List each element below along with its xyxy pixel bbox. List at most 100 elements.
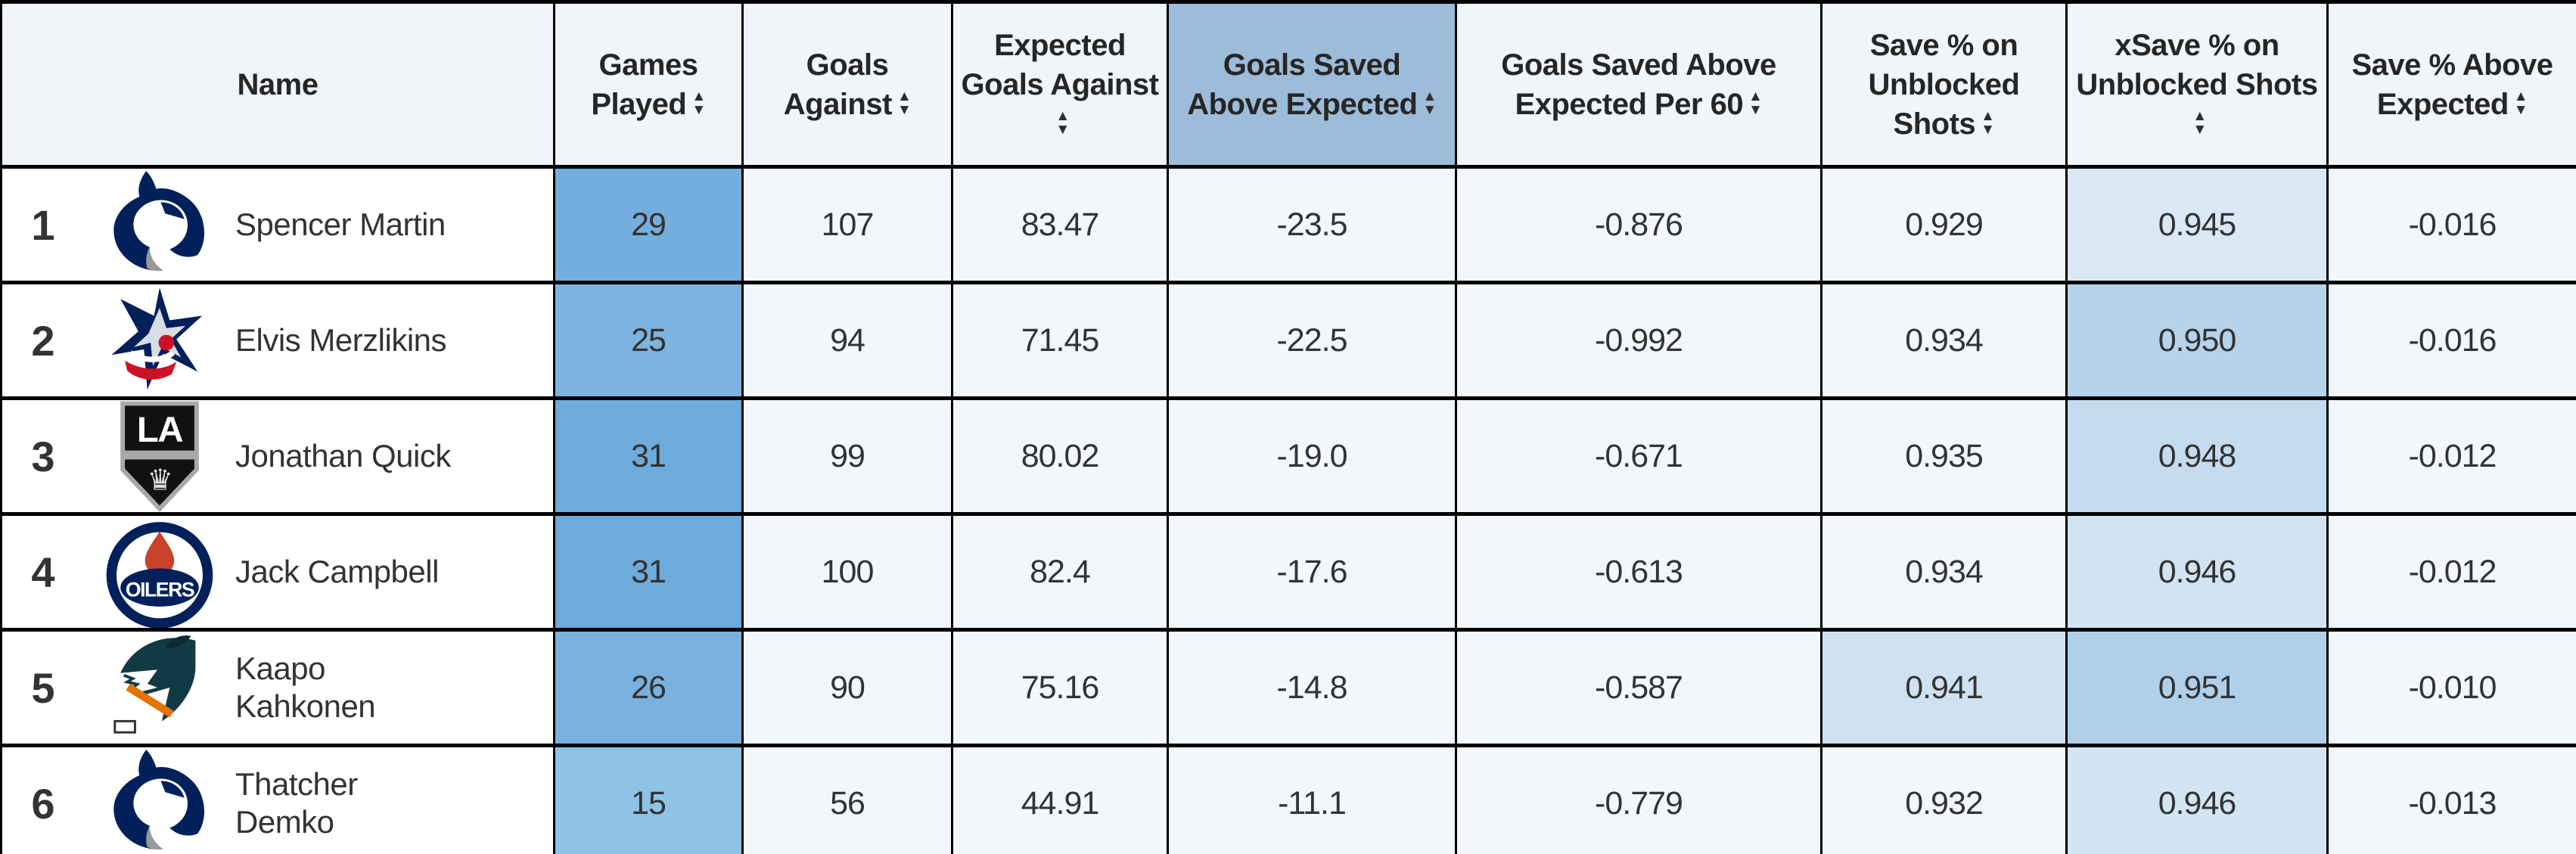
player-name: Spencer Martin [235,207,446,243]
column-header-goals_against[interactable]: Goals Against ▲ ▼ [741,0,953,169]
column-header-name: Name [0,0,555,169]
stat-cell-save_pct_above_expected: -0.012 [2326,512,2576,632]
column-header-label: Goals Saved Above Expected [1187,48,1418,121]
stat-cell-save_pct_unblocked: 0.941 [1820,628,2068,747]
stat-cell-games_played: 26 [553,628,744,747]
sort-icon[interactable]: ▲ ▼ [691,89,706,118]
stat-cell-xsave_pct_unblocked: 0.946 [2065,512,2329,632]
rank-number: 2 [31,316,55,365]
rank-number: 5 [31,663,55,712]
sort-icon[interactable]: ▲ ▼ [1422,89,1437,118]
table-header: Name Games Played ▲ ▼ Goals Against ▲ ▼ Expecte… [0,0,2576,169]
team-logo-canucks [84,749,235,854]
sort-icon[interactable]: ▲ ▼ [1981,108,1995,138]
stat-cell-goals_against: 94 [741,281,953,400]
table-row: 1 Spencer Martin 29 107 83.47 -23.5 -0.876 0.92… [0,165,2576,284]
stat-cell-gsae_per_60: -0.613 [1455,512,1822,632]
column-header-save_pct_unblocked[interactable]: Save % on Unblocked Shots ▲ ▼ [1820,0,2068,169]
player-name: Kaapo Kahkonen [235,651,376,724]
player-name: Jack Campbell [235,554,439,590]
column-header-label: Goals Saved Above Expected Per 60 [1501,48,1776,121]
column-header-xsave_pct_unblocked[interactable]: xSave % on Unblocked Shots ▲ ▼ [2065,0,2329,169]
stat-cell-save_pct_above_expected: -0.016 [2326,165,2576,284]
stat-cell-xsave_pct_unblocked: 0.948 [2065,396,2329,516]
stat-cell-save_pct_above_expected: -0.016 [2326,281,2576,400]
player-cell: 1 Spencer Martin [0,165,555,284]
column-header-label: xSave % on Unblocked Shots [2076,28,2318,101]
team-logo-kings: LA ♛ [84,402,235,511]
stat-cell-goals_saved_above_expected: -23.5 [1167,165,1457,284]
column-header-goals_saved_above_expected[interactable]: Goals Saved Above Expected ▲ ▼ [1167,0,1457,169]
column-header-gsae_per_60[interactable]: Goals Saved Above Expected Per 60 ▲ ▼ [1455,0,1822,169]
player-cell: 5 Kaapo Kahkonen [0,628,555,747]
stat-cell-expected_goals_against: 75.16 [951,628,1169,747]
rank-number: 1 [31,200,55,249]
stat-cell-goals_against: 100 [741,512,953,632]
sort-icon[interactable]: ▲ ▼ [2513,89,2528,118]
stat-cell-goals_against: 56 [741,744,953,854]
player-cell: 4 OILERS Jack Campbell [0,512,555,632]
rank-number: 4 [31,548,55,596]
svg-text:LA: LA [137,410,182,450]
sort-icon[interactable]: ▲ ▼ [2192,108,2207,138]
stat-cell-gsae_per_60: -0.992 [1455,281,1822,400]
stat-cell-goals_saved_above_expected: -22.5 [1167,281,1457,400]
column-header-label: Expected Goals Against [961,28,1159,101]
stat-cell-goals_saved_above_expected: -19.0 [1167,396,1457,516]
svg-text:♛: ♛ [147,464,172,496]
team-logo-oilers: OILERS [84,518,235,626]
table-row: 2 Elvis Merzlikins 25 94 71.45 -22.5 -0.992 0.9… [0,281,2576,400]
stat-cell-xsave_pct_unblocked: 0.950 [2065,281,2329,400]
team-logo-bluejackets [84,287,235,395]
stat-cell-save_pct_unblocked: 0.934 [1820,281,2068,400]
sort-icon[interactable]: ▲ ▼ [1748,89,1763,118]
stat-cell-expected_goals_against: 44.91 [951,744,1169,854]
stat-cell-expected_goals_against: 80.02 [951,396,1169,516]
stat-cell-save_pct_unblocked: 0.934 [1820,512,2068,632]
team-logo-canucks [84,170,235,279]
stat-cell-save_pct_above_expected: -0.013 [2326,744,2576,854]
svg-text:OILERS: OILERS [126,579,194,601]
table-row: 3 LA ♛ Jonathan Quick 31 99 80.02 -19.0 -0.671 0.… [0,396,2576,516]
stat-cell-xsave_pct_unblocked: 0.945 [2065,165,2329,284]
rank-number: 3 [31,432,55,480]
player-name: Jonathan Quick [235,438,451,474]
column-header-expected_goals_against[interactable]: Expected Goals Against ▲ ▼ [951,0,1169,169]
column-header-label: Goals Against [783,48,893,121]
stat-cell-expected_goals_against: 83.47 [951,165,1169,284]
rank-number: 6 [31,779,55,828]
column-header-save_pct_above_expected[interactable]: Save % Above Expected ▲ ▼ [2326,0,2576,169]
column-header-label: Save % Above Expected [2351,48,2553,121]
column-header-games_played[interactable]: Games Played ▲ ▼ [553,0,744,169]
team-logo-sharks [84,634,235,742]
stat-cell-save_pct_above_expected: -0.010 [2326,628,2576,747]
stat-cell-gsae_per_60: -0.876 [1455,165,1822,284]
stat-cell-save_pct_unblocked: 0.932 [1820,744,2068,854]
stat-cell-goals_saved_above_expected: -17.6 [1167,512,1457,632]
stat-cell-goals_saved_above_expected: -14.8 [1167,628,1457,747]
stat-cell-goals_against: 90 [741,628,953,747]
column-header-label: Name [237,67,319,101]
stat-cell-gsae_per_60: -0.671 [1455,396,1822,516]
stat-cell-expected_goals_against: 71.45 [951,281,1169,400]
table-row: 5 Kaapo Kahkonen 26 90 75.16 -14.8 -0.587 0.941… [0,628,2576,747]
stat-cell-expected_goals_against: 82.4 [951,512,1169,632]
sort-icon[interactable]: ▲ ▼ [1055,108,1070,138]
header-row: Name Games Played ▲ ▼ Goals Against ▲ ▼ Expecte… [0,0,2576,169]
player-name: Elvis Merzlikins [235,322,447,359]
stat-cell-goals_against: 107 [741,165,953,284]
stat-cell-gsae_per_60: -0.587 [1455,628,1822,747]
sort-icon[interactable]: ▲ ▼ [896,89,912,118]
stat-cell-save_pct_unblocked: 0.929 [1820,165,2068,284]
table-body: 1 Spencer Martin 29 107 83.47 -23.5 -0.876 0.92… [0,165,2576,854]
stat-cell-goals_against: 99 [741,396,953,516]
stat-cell-save_pct_above_expected: -0.012 [2326,396,2576,516]
player-cell: 6 Thatcher Demko [0,744,555,854]
stat-cell-save_pct_unblocked: 0.935 [1820,396,2068,516]
stat-cell-games_played: 15 [553,744,744,854]
player-cell: 2 Elvis Merzlikins [0,281,555,400]
stat-cell-games_played: 31 [553,396,744,516]
stat-cell-games_played: 31 [553,512,744,632]
